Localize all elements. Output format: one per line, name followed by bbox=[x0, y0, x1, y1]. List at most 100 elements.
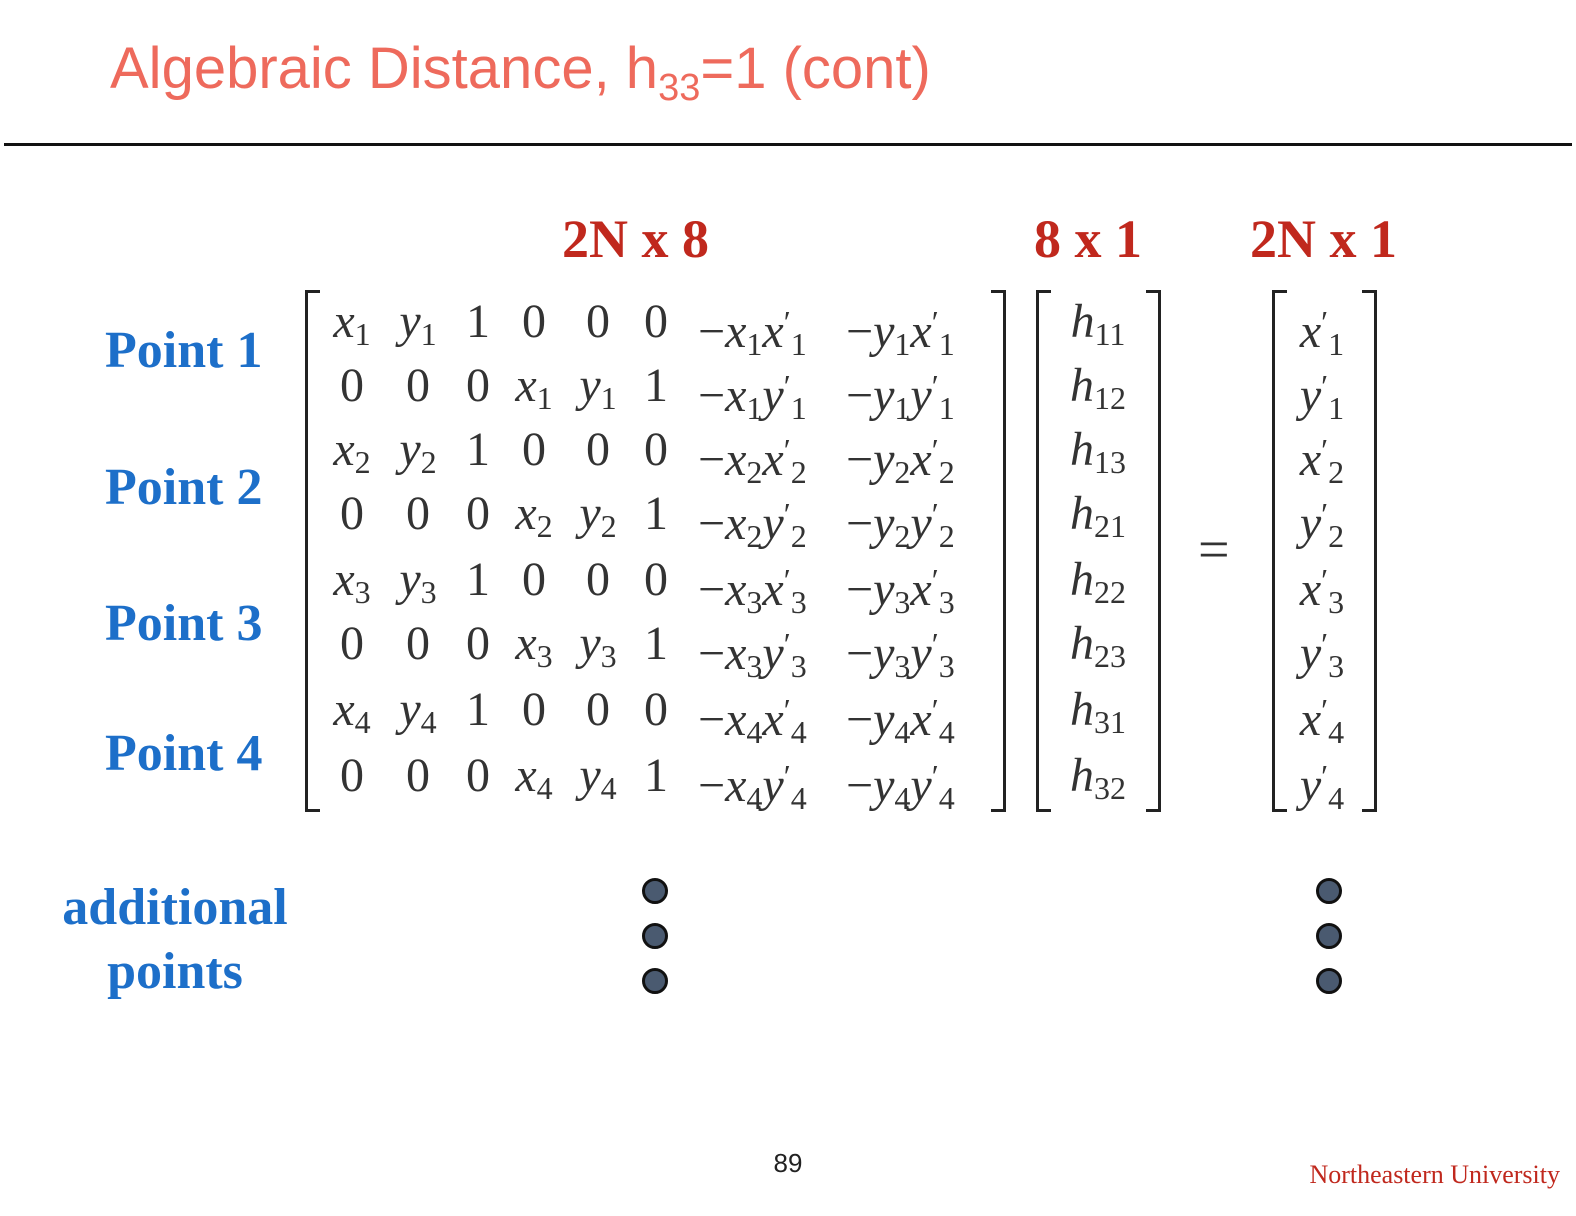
matrix-cell: 0 bbox=[406, 487, 430, 540]
rhs-dimension-label: 2N x 1 bbox=[1250, 209, 1397, 269]
matrix-cell: 0 bbox=[466, 617, 490, 670]
matrix-cell: −y1x′1 bbox=[846, 304, 955, 362]
additional-label-line-2: points bbox=[107, 943, 243, 1000]
rhs-left-bracket bbox=[1272, 290, 1287, 812]
h-vector-entry: h23 bbox=[1070, 617, 1126, 674]
matrix-cell: 0 bbox=[522, 295, 546, 348]
matrix-cell: 0 bbox=[644, 423, 668, 476]
matrix-cell: 1 bbox=[466, 295, 490, 348]
matrix-cell: 1 bbox=[466, 553, 490, 606]
matrix-cell: 0 bbox=[406, 617, 430, 670]
rhs-right-bracket bbox=[1362, 290, 1377, 812]
h-vector-entry: h31 bbox=[1070, 683, 1126, 740]
matrix-cell: x4 bbox=[515, 749, 553, 806]
h-vector-right-bracket bbox=[1146, 290, 1161, 812]
matrix-cell: −y1y′1 bbox=[846, 368, 955, 426]
matrix-cell: 0 bbox=[340, 749, 364, 802]
page-number: 89 bbox=[773, 1148, 803, 1178]
matrix-cell: x2 bbox=[333, 423, 371, 480]
matrix-cell: 0 bbox=[644, 295, 668, 348]
title-divider bbox=[4, 143, 1572, 146]
matrix-cell: 0 bbox=[522, 683, 546, 736]
matrix-dimension-label: 2N x 8 bbox=[562, 209, 709, 269]
rhs-vector-entry: x′3 bbox=[1299, 562, 1345, 620]
matrix-cell: −x3y′3 bbox=[698, 626, 807, 684]
continuation-dot bbox=[642, 878, 668, 904]
matrix-right-bracket bbox=[991, 290, 1006, 812]
point-3-label: Point 3 bbox=[105, 595, 263, 652]
continuation-dot bbox=[642, 968, 668, 994]
matrix-cell: −y3x′3 bbox=[846, 562, 955, 620]
h-vector-entry: h22 bbox=[1070, 553, 1126, 610]
h-vector-entry: h12 bbox=[1070, 359, 1126, 416]
matrix-cell: −x4y′4 bbox=[698, 758, 807, 816]
matrix-cell: −y4y′4 bbox=[846, 758, 955, 816]
matrix-cell: −y4x′4 bbox=[846, 692, 955, 750]
rhs-vector-entry: x′1 bbox=[1299, 304, 1345, 362]
matrix-cell: y3 bbox=[579, 617, 617, 674]
rhs-vector-entry: y′2 bbox=[1299, 496, 1345, 554]
matrix-cell: x3 bbox=[333, 553, 371, 610]
matrix-cell: 0 bbox=[340, 617, 364, 670]
matrix-cell: −y3y′3 bbox=[846, 626, 955, 684]
rhs-vector-entry: y′1 bbox=[1299, 368, 1345, 426]
continuation-dot bbox=[1316, 968, 1342, 994]
additional-points-label: additional points bbox=[40, 876, 310, 1004]
matrix-cell: y1 bbox=[399, 295, 437, 352]
h-vector-left-bracket bbox=[1036, 290, 1051, 812]
matrix-cell: y1 bbox=[579, 359, 617, 416]
point-2-label: Point 2 bbox=[105, 459, 263, 516]
matrix-cell: −y2x′2 bbox=[846, 432, 955, 490]
matrix-cell: 0 bbox=[586, 423, 610, 476]
matrix-left-bracket bbox=[305, 290, 320, 812]
h-vector-entry: h11 bbox=[1070, 295, 1126, 352]
matrix-cell: 0 bbox=[466, 487, 490, 540]
continuation-dot bbox=[642, 923, 668, 949]
matrix-cell: −x4x′4 bbox=[698, 692, 807, 750]
matrix-cell: 1 bbox=[466, 423, 490, 476]
matrix-cell: x4 bbox=[333, 683, 371, 740]
matrix-cell: −x1y′1 bbox=[698, 368, 807, 426]
matrix-cell: 1 bbox=[644, 359, 668, 412]
matrix-cell: 0 bbox=[586, 683, 610, 736]
matrix-cell: 1 bbox=[644, 487, 668, 540]
rhs-vector-entry: x′2 bbox=[1299, 432, 1345, 490]
matrix-cell: −y2y′2 bbox=[846, 496, 955, 554]
continuation-dot bbox=[1316, 878, 1342, 904]
matrix-cell: 0 bbox=[586, 295, 610, 348]
rhs-vector-entry: y′4 bbox=[1299, 758, 1345, 816]
additional-label-line-1: additional bbox=[62, 879, 288, 936]
matrix-cell: −x1x′1 bbox=[698, 304, 807, 362]
rhs-vector-entry: x′4 bbox=[1299, 692, 1345, 750]
matrix-cell: y3 bbox=[399, 553, 437, 610]
matrix-cell: −x2x′2 bbox=[698, 432, 807, 490]
matrix-cell: y2 bbox=[579, 487, 617, 544]
matrix-cell: 0 bbox=[466, 749, 490, 802]
matrix-cell: −x3x′3 bbox=[698, 562, 807, 620]
matrix-cell: x1 bbox=[515, 359, 553, 416]
matrix-cell: 0 bbox=[406, 749, 430, 802]
matrix-cell: y4 bbox=[579, 749, 617, 806]
matrix-cell: 0 bbox=[522, 553, 546, 606]
h-vector-dimension-label: 8 x 1 bbox=[1034, 209, 1142, 269]
university-logo: Northeastern University bbox=[1309, 1160, 1560, 1189]
matrix-cell: 1 bbox=[644, 749, 668, 802]
slide-title: Algebraic Distance, h33=1 (cont) bbox=[110, 36, 931, 109]
matrix-cell: 0 bbox=[522, 423, 546, 476]
matrix-cell: 0 bbox=[340, 487, 364, 540]
matrix-cell: y2 bbox=[399, 423, 437, 480]
equals-sign: = bbox=[1198, 519, 1230, 581]
h-vector-entry: h13 bbox=[1070, 423, 1126, 480]
matrix-cell: x3 bbox=[515, 617, 553, 674]
matrix-cell: −x2y′2 bbox=[698, 496, 807, 554]
matrix-cell: 0 bbox=[466, 359, 490, 412]
matrix-cell: 0 bbox=[644, 683, 668, 736]
matrix-cell: y4 bbox=[399, 683, 437, 740]
matrix-cell: 1 bbox=[644, 617, 668, 670]
h-vector-entry: h21 bbox=[1070, 487, 1126, 544]
matrix-cell: 0 bbox=[406, 359, 430, 412]
matrix-cell: x2 bbox=[515, 487, 553, 544]
h-vector-entry: h32 bbox=[1070, 749, 1126, 806]
continuation-dot bbox=[1316, 923, 1342, 949]
matrix-cell: x1 bbox=[333, 295, 371, 352]
